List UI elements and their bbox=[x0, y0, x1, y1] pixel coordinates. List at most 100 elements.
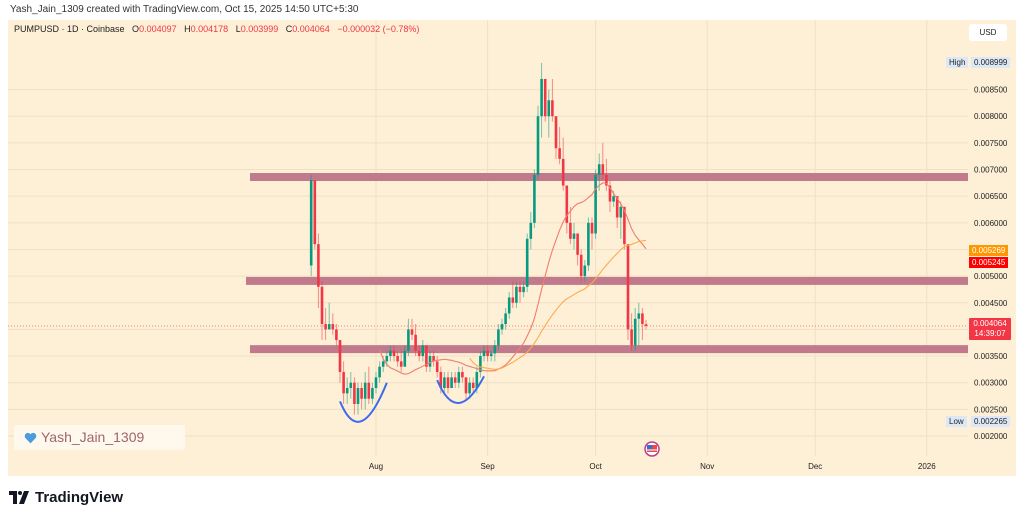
candle[interactable] bbox=[345, 377, 349, 405]
candle[interactable] bbox=[324, 308, 327, 341]
candle[interactable] bbox=[601, 142, 605, 181]
candle[interactable] bbox=[579, 249, 583, 282]
candle[interactable] bbox=[410, 318, 414, 341]
candle[interactable] bbox=[543, 78, 547, 122]
candle[interactable] bbox=[457, 366, 461, 389]
candle[interactable] bbox=[356, 382, 360, 415]
candle[interactable] bbox=[497, 324, 500, 351]
candle[interactable] bbox=[637, 302, 641, 346]
candle[interactable] bbox=[479, 350, 482, 378]
candle[interactable] bbox=[536, 105, 540, 181]
candle[interactable] bbox=[360, 382, 363, 410]
candle[interactable] bbox=[511, 281, 515, 309]
candle[interactable] bbox=[471, 377, 475, 394]
candle[interactable] bbox=[342, 361, 345, 405]
rounded-bottom-arc[interactable] bbox=[436, 375, 485, 404]
candle[interactable] bbox=[547, 89, 551, 138]
candle[interactable] bbox=[583, 260, 587, 282]
candle[interactable] bbox=[504, 308, 507, 330]
candle[interactable] bbox=[407, 318, 410, 357]
candle[interactable] bbox=[576, 233, 579, 266]
candle[interactable] bbox=[623, 206, 626, 250]
candle[interactable] bbox=[331, 313, 335, 335]
candle[interactable] bbox=[353, 377, 356, 415]
candle[interactable] bbox=[515, 281, 518, 309]
candle[interactable] bbox=[540, 63, 543, 138]
support-resistance-zone[interactable] bbox=[246, 276, 968, 285]
candle[interactable] bbox=[389, 345, 392, 362]
chart-area[interactable] bbox=[8, 20, 1016, 476]
candle[interactable] bbox=[327, 302, 331, 330]
symbol-info[interactable]: PUMPUSD · 1D · Coinbase bbox=[14, 24, 125, 34]
candle[interactable] bbox=[371, 382, 374, 405]
candle[interactable] bbox=[558, 126, 561, 165]
candle[interactable] bbox=[313, 180, 317, 250]
candle[interactable] bbox=[641, 308, 644, 341]
candle[interactable] bbox=[421, 340, 425, 362]
candle[interactable] bbox=[425, 345, 428, 373]
candle[interactable] bbox=[486, 345, 489, 362]
candle[interactable] bbox=[317, 233, 320, 309]
candle[interactable] bbox=[489, 350, 493, 362]
candle[interactable] bbox=[320, 281, 324, 341]
candle[interactable] bbox=[464, 377, 468, 399]
candle[interactable] bbox=[644, 319, 648, 330]
candle[interactable] bbox=[468, 377, 471, 399]
candle[interactable] bbox=[309, 174, 313, 277]
candle[interactable] bbox=[363, 372, 367, 410]
candle[interactable] bbox=[403, 345, 407, 367]
candle[interactable] bbox=[435, 356, 439, 378]
candle[interactable] bbox=[590, 217, 594, 250]
candle[interactable] bbox=[633, 308, 637, 351]
candle[interactable] bbox=[594, 169, 597, 239]
candle[interactable] bbox=[349, 372, 353, 399]
economic-event-flag-icon[interactable] bbox=[644, 441, 660, 457]
support-resistance-zone[interactable] bbox=[250, 345, 968, 354]
candle[interactable] bbox=[522, 281, 525, 298]
candle[interactable] bbox=[554, 116, 558, 159]
candle[interactable] bbox=[335, 324, 338, 346]
candle[interactable] bbox=[533, 169, 536, 229]
tradingview-logo[interactable]: TradingView bbox=[9, 489, 123, 506]
candle[interactable] bbox=[608, 180, 612, 213]
candle[interactable] bbox=[414, 324, 417, 357]
candle[interactable] bbox=[615, 196, 619, 229]
candle[interactable] bbox=[587, 217, 590, 271]
candle[interactable] bbox=[396, 350, 399, 367]
candle[interactable] bbox=[378, 361, 381, 383]
candle[interactable] bbox=[500, 318, 504, 335]
candle[interactable] bbox=[450, 372, 453, 389]
candle[interactable] bbox=[493, 340, 497, 362]
candle[interactable] bbox=[507, 292, 511, 319]
candle[interactable] bbox=[626, 244, 630, 341]
candle[interactable] bbox=[569, 206, 572, 245]
candle[interactable] bbox=[630, 313, 633, 351]
candle[interactable] bbox=[417, 345, 421, 362]
candle[interactable] bbox=[453, 372, 457, 389]
candle[interactable] bbox=[605, 158, 608, 191]
candle[interactable] bbox=[551, 78, 554, 122]
rounded-bottom-arc[interactable] bbox=[339, 382, 388, 423]
candle[interactable] bbox=[525, 233, 529, 293]
candle[interactable] bbox=[367, 366, 371, 405]
candle[interactable] bbox=[428, 350, 432, 373]
candle[interactable] bbox=[565, 185, 569, 234]
y-tick-label: 0.007500 bbox=[974, 139, 1008, 148]
candle[interactable] bbox=[572, 222, 576, 250]
candle[interactable] bbox=[432, 350, 435, 367]
candle[interactable] bbox=[561, 137, 565, 191]
support-resistance-zone[interactable] bbox=[250, 172, 968, 181]
candle[interactable] bbox=[446, 372, 450, 394]
candle[interactable] bbox=[619, 201, 623, 239]
candle[interactable] bbox=[338, 340, 342, 383]
candle[interactable] bbox=[399, 350, 403, 373]
currency-button[interactable]: USD bbox=[969, 24, 1007, 41]
candle[interactable] bbox=[529, 212, 533, 250]
candle[interactable] bbox=[392, 345, 396, 362]
candle[interactable] bbox=[518, 281, 522, 303]
candle[interactable] bbox=[482, 345, 486, 362]
candle[interactable] bbox=[443, 372, 446, 394]
candle[interactable] bbox=[374, 372, 378, 394]
candle[interactable] bbox=[461, 366, 464, 383]
